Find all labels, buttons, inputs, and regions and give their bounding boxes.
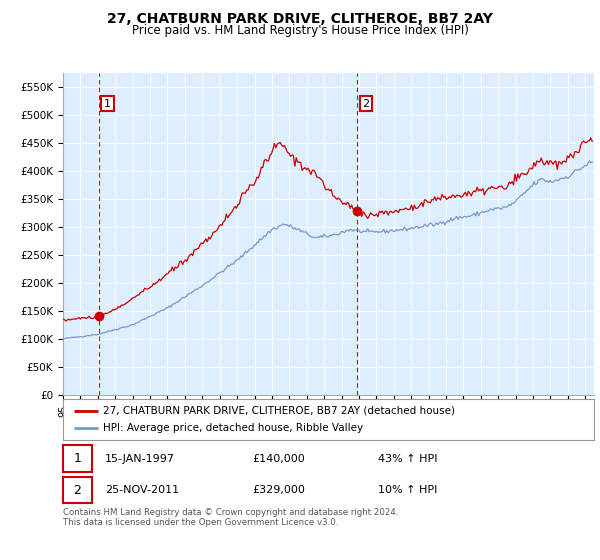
Text: 27, CHATBURN PARK DRIVE, CLITHEROE, BB7 2AY: 27, CHATBURN PARK DRIVE, CLITHEROE, BB7 … [107, 12, 493, 26]
Text: 15-JAN-1997: 15-JAN-1997 [105, 454, 175, 464]
Text: HPI: Average price, detached house, Ribble Valley: HPI: Average price, detached house, Ribb… [103, 423, 363, 433]
Text: £329,000: £329,000 [252, 485, 305, 495]
Text: 2: 2 [73, 483, 82, 497]
Text: 25-NOV-2011: 25-NOV-2011 [105, 485, 179, 495]
Text: 2: 2 [362, 99, 370, 109]
Text: £140,000: £140,000 [252, 454, 305, 464]
Text: Contains HM Land Registry data © Crown copyright and database right 2024.
This d: Contains HM Land Registry data © Crown c… [63, 508, 398, 528]
Text: 1: 1 [73, 452, 82, 465]
Text: Price paid vs. HM Land Registry's House Price Index (HPI): Price paid vs. HM Land Registry's House … [131, 24, 469, 36]
Text: 27, CHATBURN PARK DRIVE, CLITHEROE, BB7 2AY (detached house): 27, CHATBURN PARK DRIVE, CLITHEROE, BB7 … [103, 405, 455, 416]
Text: 10% ↑ HPI: 10% ↑ HPI [378, 485, 437, 495]
Text: 1: 1 [104, 99, 111, 109]
Text: 43% ↑ HPI: 43% ↑ HPI [378, 454, 437, 464]
